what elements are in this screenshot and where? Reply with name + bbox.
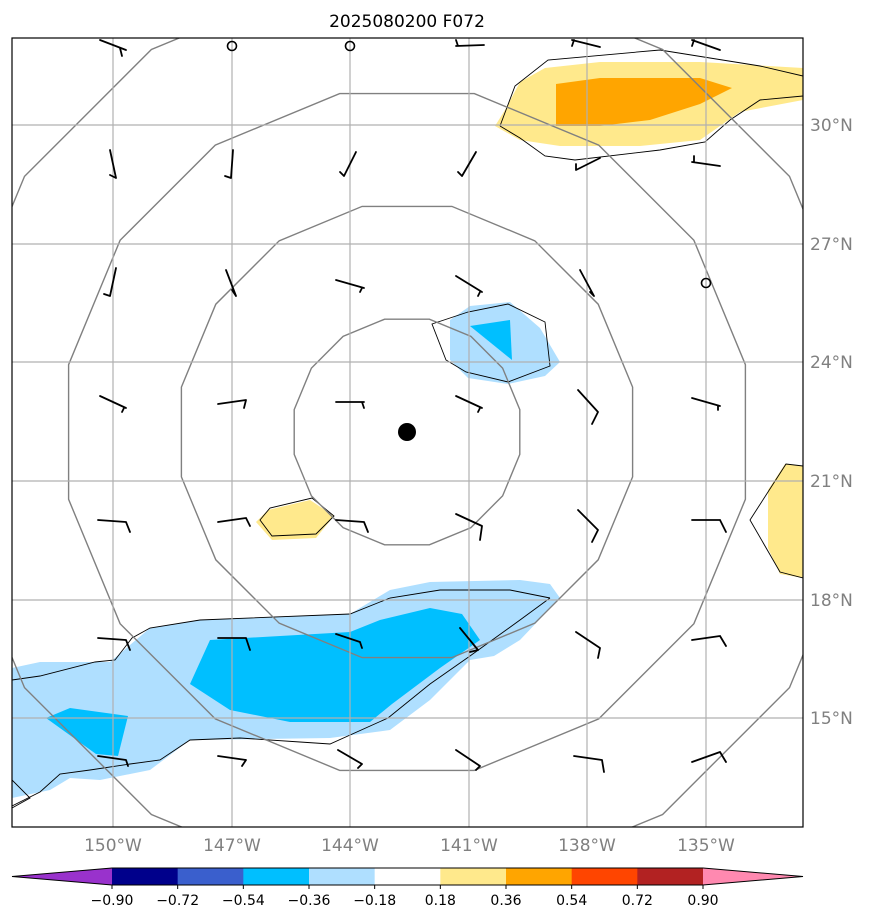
calm-markers xyxy=(226,40,712,289)
distance-rings xyxy=(12,38,803,827)
wind-barb-icon xyxy=(109,149,117,179)
shade-blue-southwest xyxy=(46,708,128,756)
calm-wind-circle-icon xyxy=(700,277,712,289)
calm-wind-circle-icon xyxy=(344,40,356,52)
wind-barb-icon xyxy=(691,397,721,411)
colorbar-segment xyxy=(637,868,704,885)
lat-label: 24°N xyxy=(810,353,853,373)
distance-ring xyxy=(293,318,521,546)
colorbar-tick-label: 0.36 xyxy=(490,893,521,909)
shade-yellow-east xyxy=(768,464,803,578)
wind-barb-icon xyxy=(217,517,251,527)
wind-barb-icon xyxy=(217,755,247,767)
colorbar-segment xyxy=(177,868,244,885)
lat-label: 30°N xyxy=(810,116,853,136)
wind-barb-icon xyxy=(335,279,365,293)
wind-barb-icon xyxy=(573,755,605,773)
lon-label: 138°W xyxy=(558,836,616,856)
colorbar-tick-label: 0.90 xyxy=(687,893,718,909)
distance-ring xyxy=(12,38,803,827)
plot-frame xyxy=(11,37,804,828)
wind-barb-icon xyxy=(575,157,601,171)
colorbar-extend-min xyxy=(12,868,112,885)
wind-barb-icon xyxy=(335,633,363,649)
wind-barb-icon xyxy=(575,631,601,659)
lat-labels: 30°N 27°N 24°N 21°N 18°N 15°N xyxy=(810,116,853,729)
wind-barb-icon xyxy=(579,269,595,297)
colorbar: −0.90 −0.72 −0.54 −0.36 −0.18 0.18 0.36 0.54 0.7… xyxy=(11,867,804,909)
distance-ring xyxy=(180,205,634,659)
wind-barb-icon xyxy=(577,389,599,425)
lon-label: 135°W xyxy=(677,836,735,856)
thin-contours xyxy=(12,49,803,809)
colorbar-segment xyxy=(374,868,441,885)
wind-barb-icon xyxy=(335,401,365,409)
wind-barb-icon xyxy=(99,395,127,413)
shade-blue-south xyxy=(190,608,480,722)
colorbar-tick-label: 0.72 xyxy=(622,893,653,909)
colorbar-tick-label: −0.18 xyxy=(353,893,396,909)
wind-barb-icon xyxy=(455,39,485,47)
colorbar-segment xyxy=(440,868,507,885)
wind-barb-icon xyxy=(691,155,721,167)
shade-yellow-small xyxy=(256,500,334,540)
shade-orange-north xyxy=(556,78,732,126)
wind-barb-icon xyxy=(455,749,481,771)
colorbar-tick-label: −0.54 xyxy=(222,893,265,909)
lon-label: 147°W xyxy=(203,836,261,856)
colorbar-segment xyxy=(506,868,573,885)
colorbar-segment xyxy=(243,868,310,885)
wind-barb-icon xyxy=(225,269,237,297)
colorbar-segment xyxy=(571,868,638,885)
colorbar-segment xyxy=(112,868,179,885)
wind-barb-icon xyxy=(455,275,483,297)
colorbar-tick-label: −0.90 xyxy=(91,893,134,909)
wind-barb-icon xyxy=(459,627,479,653)
lat-label: 21°N xyxy=(810,472,853,492)
wind-barb-icon xyxy=(455,395,483,413)
wind-barb-icon xyxy=(217,637,251,651)
map-title: 2025080200 F072 xyxy=(329,12,485,32)
colorbar-tick-label: 0.54 xyxy=(556,893,587,909)
lat-label: 27°N xyxy=(810,235,853,255)
lon-label: 144°W xyxy=(321,836,379,856)
wind-barb-icon xyxy=(691,751,727,763)
colorbar-tick-label: 0.18 xyxy=(425,893,456,909)
wind-barb-icon xyxy=(577,509,599,543)
wind-barb-icon xyxy=(691,635,727,647)
lat-label: 15°N xyxy=(810,709,853,729)
colorbar-extend-max xyxy=(703,868,803,885)
wind-barb-icon xyxy=(217,399,247,409)
wind-barb-icon xyxy=(97,755,129,767)
wind-barb-icon xyxy=(99,39,127,57)
wind-barbs xyxy=(97,39,727,773)
wind-barb-icon xyxy=(571,39,601,48)
wind-barb-icon xyxy=(103,267,117,297)
wind-barb-icon xyxy=(691,39,721,51)
wind-barb-icon xyxy=(691,519,727,533)
wind-barb-icon xyxy=(337,749,363,769)
wind-barb-icon xyxy=(97,637,131,651)
wind-barb-icon xyxy=(457,151,477,177)
wind-barb-icon xyxy=(339,151,357,177)
wind-barb-icon xyxy=(335,519,369,533)
wind-barb-icon xyxy=(224,149,234,179)
colorbar-segment xyxy=(309,868,376,885)
lat-label: 18°N xyxy=(810,591,853,611)
colorbar-tick-label: −0.36 xyxy=(288,893,331,909)
storm-center-dot-icon xyxy=(398,423,416,441)
graticule xyxy=(12,38,803,827)
lon-label: 141°W xyxy=(440,836,498,856)
shade-blue-mid xyxy=(470,320,512,360)
wind-barb-icon xyxy=(97,519,131,533)
distance-ring xyxy=(67,92,747,772)
wind-barb-icon xyxy=(455,513,483,541)
colorbar-tick-label: −0.72 xyxy=(156,893,199,909)
lon-label: 150°W xyxy=(84,836,142,856)
calm-wind-circle-icon xyxy=(226,40,238,52)
lon-labels: 150°W 147°W 144°W 141°W 138°W 135°W xyxy=(84,836,735,856)
